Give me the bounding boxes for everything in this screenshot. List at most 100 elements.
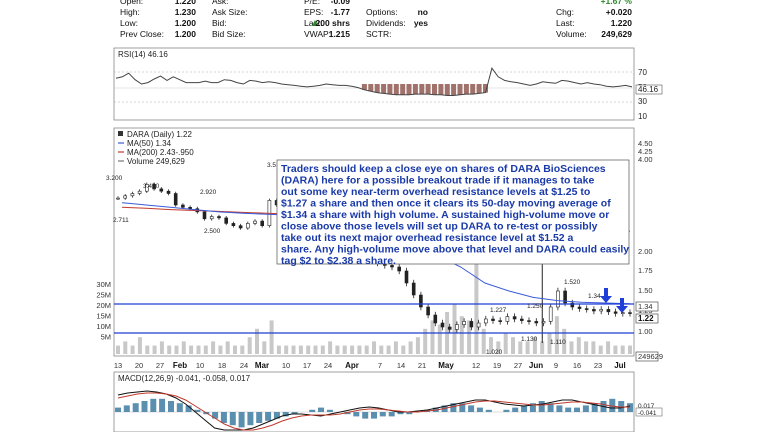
right-label: 249629 bbox=[638, 352, 663, 361]
volume-bar bbox=[562, 328, 567, 354]
rsi-level-30: 30 bbox=[638, 97, 647, 106]
quote-header-bg bbox=[108, 0, 638, 46]
volume-bar bbox=[262, 341, 267, 354]
volume-bar bbox=[152, 345, 157, 354]
volume-bars bbox=[116, 244, 632, 354]
macd-bar bbox=[194, 409, 201, 412]
quote-value: -1.77 bbox=[331, 7, 351, 17]
macd-bar bbox=[529, 403, 536, 412]
right-label-box bbox=[635, 351, 659, 362]
quote-label: EPS: bbox=[304, 7, 323, 17]
price-label: 1.520 bbox=[564, 279, 581, 286]
quote-label: Bid Size: bbox=[212, 29, 246, 39]
legend-entry: Volume 249,629 bbox=[127, 157, 185, 166]
volume-bar bbox=[613, 345, 618, 354]
price-tick: 4.25 bbox=[638, 147, 653, 156]
candle-body bbox=[116, 197, 120, 200]
candle-body bbox=[202, 211, 207, 220]
macd-bar bbox=[556, 405, 563, 412]
volume-bar bbox=[503, 333, 508, 354]
volume-bar bbox=[379, 345, 384, 354]
quote-value: 1.200 bbox=[175, 18, 197, 28]
volume-bar bbox=[181, 341, 186, 354]
quote-label: Low: bbox=[120, 18, 138, 28]
volume-tick: 10M bbox=[96, 322, 111, 331]
candle-body bbox=[476, 322, 481, 328]
rsi-level-10: 10 bbox=[638, 112, 647, 121]
candle-body bbox=[217, 216, 221, 219]
volume-bar bbox=[606, 341, 611, 354]
volume-tick: 30M bbox=[96, 280, 111, 289]
volume-bar bbox=[393, 341, 398, 354]
candle-body bbox=[519, 318, 524, 321]
volume-tick: 25M bbox=[96, 291, 111, 300]
date-tick: 16 bbox=[573, 361, 581, 370]
right-label-box bbox=[635, 313, 659, 324]
date-tick: Apr bbox=[345, 361, 359, 370]
macd-bar bbox=[123, 405, 130, 412]
candle-body bbox=[419, 294, 423, 308]
quote-label: Options: bbox=[366, 7, 398, 17]
quote-label: Ask: bbox=[212, 0, 229, 6]
volume-bar bbox=[364, 345, 369, 354]
price-label: 1.227 bbox=[490, 307, 507, 314]
date-tick: 24 bbox=[324, 361, 332, 370]
macd-bar bbox=[353, 412, 360, 417]
candle-body bbox=[620, 312, 625, 314]
legend-entry: MA(50) 1.34 bbox=[127, 139, 172, 148]
volume-bar bbox=[423, 328, 428, 354]
volume-bar bbox=[255, 328, 259, 354]
candle-body bbox=[563, 290, 567, 304]
right-label: 1.34 bbox=[638, 302, 653, 311]
rsi-fill-area bbox=[361, 84, 488, 96]
candle-body bbox=[238, 225, 243, 229]
volume-bar bbox=[116, 345, 120, 354]
candle-body bbox=[527, 320, 531, 322]
quote-label: Dividends: bbox=[366, 18, 406, 28]
volume-bar bbox=[203, 345, 208, 354]
price-label: 1.250 bbox=[527, 303, 544, 310]
date-tick: Feb bbox=[173, 361, 187, 370]
volume-bar bbox=[598, 345, 603, 354]
volume-bar bbox=[591, 341, 596, 354]
volume-bar bbox=[342, 345, 347, 354]
macd-bar bbox=[565, 407, 572, 412]
macd-bar bbox=[247, 412, 254, 426]
price-label: 2.920 bbox=[200, 189, 217, 196]
candle-body bbox=[231, 223, 236, 226]
volume-bar bbox=[415, 337, 420, 354]
candle-body bbox=[491, 318, 495, 321]
candle-body bbox=[462, 321, 466, 325]
volume-bar bbox=[386, 345, 391, 354]
macd-bar bbox=[547, 403, 554, 412]
volume-bar bbox=[167, 345, 172, 354]
macd-bar bbox=[521, 405, 528, 412]
date-tick: 27 bbox=[514, 361, 522, 370]
volume-bar bbox=[452, 303, 457, 354]
candle-body bbox=[556, 290, 560, 308]
candle-body bbox=[188, 207, 192, 210]
candle-body bbox=[606, 309, 611, 313]
macd-bar bbox=[229, 412, 236, 426]
macd-bar bbox=[256, 412, 263, 423]
date-tick: May bbox=[438, 361, 454, 370]
volume-bar bbox=[540, 341, 545, 354]
date-tick: 27 bbox=[156, 361, 164, 370]
candle-body bbox=[224, 217, 228, 224]
macd-bar bbox=[282, 412, 289, 417]
volume-bar bbox=[350, 345, 355, 354]
date-tick: 17 bbox=[303, 361, 311, 370]
quote-label: Open: bbox=[120, 0, 143, 6]
quote-label: Last: bbox=[556, 18, 574, 28]
price-label: 3.200 bbox=[106, 175, 123, 182]
macd-bar bbox=[503, 409, 510, 412]
quote-value: 249,629 bbox=[601, 29, 632, 39]
candle-body bbox=[159, 188, 164, 192]
date-tick: 12 bbox=[472, 361, 480, 370]
volume-bar bbox=[569, 341, 574, 354]
price-label: 1.34 bbox=[588, 293, 601, 300]
candle-body bbox=[433, 314, 438, 324]
volume-bar bbox=[372, 341, 376, 354]
price-label: 2.500 bbox=[204, 228, 221, 235]
right-label-box bbox=[635, 301, 659, 312]
